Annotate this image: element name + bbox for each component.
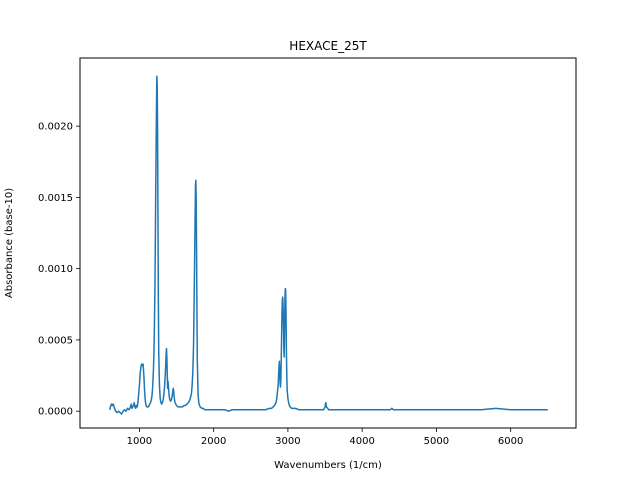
chart-title: HEXACE_25T xyxy=(289,39,367,53)
x-tick-label: 2000 xyxy=(201,436,226,447)
x-axis-ticks: 1000 2000 3000 4000 5000 6000 xyxy=(127,428,523,447)
y-tick-label: 0.0005 xyxy=(38,335,73,346)
y-tick-label: 0.0000 xyxy=(38,407,73,418)
plot-frame xyxy=(79,57,577,429)
y-tick-label: 0.0010 xyxy=(38,264,73,275)
plot-area xyxy=(108,75,548,415)
x-tick-label: 5000 xyxy=(424,436,449,447)
x-tick-label: 3000 xyxy=(275,436,300,447)
x-tick-label: 6000 xyxy=(498,436,523,447)
y-axis-label: Absorbance (base-10) xyxy=(4,188,15,298)
x-axis-label: Wavenumbers (1/cm) xyxy=(274,460,382,471)
y-axis-ticks: 0.0000 0.0005 0.0010 0.0015 0.0020 xyxy=(38,122,80,418)
y-tick-label: 0.0020 xyxy=(38,122,73,133)
x-tick-label: 1000 xyxy=(127,436,152,447)
series-line-0 xyxy=(108,75,548,415)
y-tick-label: 0.0015 xyxy=(38,193,73,204)
x-tick-label: 4000 xyxy=(349,436,374,447)
